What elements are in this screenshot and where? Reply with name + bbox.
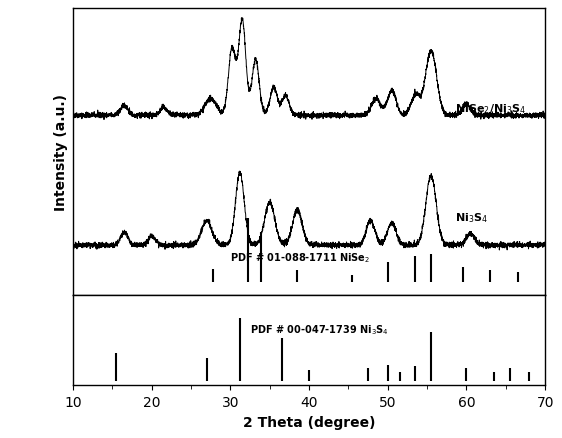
Text: NiSe$_2$/Ni$_3$S$_4$: NiSe$_2$/Ni$_3$S$_4$: [455, 102, 526, 116]
Text: PDF # 01-088-1711 NiSe$_2$: PDF # 01-088-1711 NiSe$_2$: [230, 251, 370, 265]
Text: PDF # 00-047-1739 Ni$_3$S$_4$: PDF # 00-047-1739 Ni$_3$S$_4$: [250, 322, 389, 336]
X-axis label: 2 Theta (degree): 2 Theta (degree): [243, 415, 375, 429]
Y-axis label: Intensity (a.u.): Intensity (a.u.): [53, 94, 67, 211]
Text: Ni$_3$S$_4$: Ni$_3$S$_4$: [455, 211, 488, 224]
